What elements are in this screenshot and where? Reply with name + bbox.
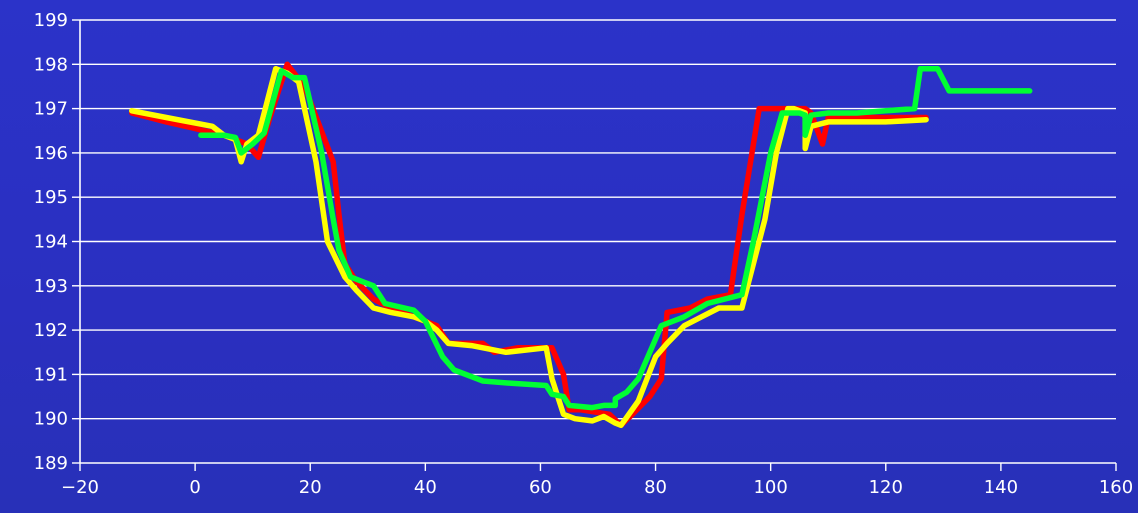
y-tick-label: 196: [34, 143, 68, 164]
y-tick-labels: 189 190 191 192 193 194 195 196 197 198 199: [34, 10, 68, 474]
x-tick-label: −20: [61, 477, 99, 498]
x-tick-label: 0: [189, 477, 200, 498]
y-tick-label: 189: [34, 453, 68, 474]
grid-lines: [80, 19, 1116, 420]
x-tick-label: 60: [529, 477, 552, 498]
y-tick-label: 191: [34, 364, 68, 385]
x-tick-label: 120: [869, 477, 903, 498]
y-tick-label: 190: [34, 409, 68, 430]
y-tick-label: 198: [34, 54, 68, 75]
x-tick-label: 140: [984, 477, 1018, 498]
y-tick-label: 195: [34, 187, 68, 208]
x-tick-label: 20: [299, 477, 322, 498]
series-lines: [129, 61, 1033, 429]
y-tick-label: 199: [34, 10, 68, 31]
y-tick-label: 197: [34, 99, 68, 120]
x-tick-labels: −20 0 20 40 60 80 100 120 140 160: [61, 477, 1133, 498]
x-tick-label: 80: [644, 477, 667, 498]
x-tick-label: 40: [414, 477, 437, 498]
y-tick-label: 193: [34, 276, 68, 297]
series-line-2: [129, 65, 929, 429]
x-tick-label: 100: [753, 477, 787, 498]
y-tick-label: 192: [34, 320, 68, 341]
axes: [72, 19, 1117, 471]
series-line-3: [198, 65, 1033, 411]
y-tick-label: 194: [34, 232, 68, 253]
x-tick-label: 160: [1099, 477, 1133, 498]
